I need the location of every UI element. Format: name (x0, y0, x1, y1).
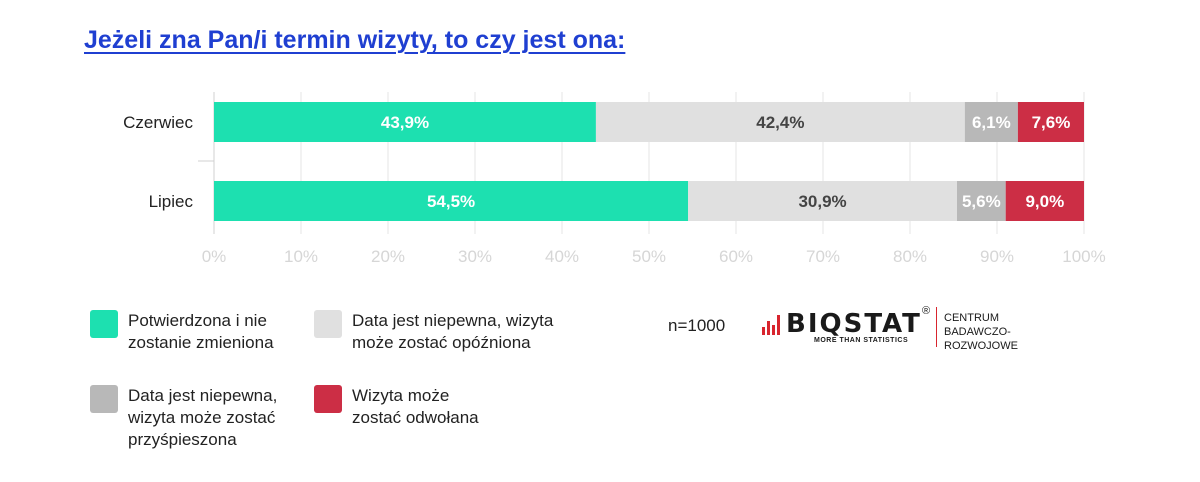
bar-segment (1017, 102, 1084, 142)
category-label: Lipiec (149, 192, 194, 211)
data-label: 7,6% (1032, 113, 1071, 132)
logo-bars-icon (762, 313, 784, 335)
bar-segment (964, 102, 1018, 142)
bar-segment (1005, 181, 1084, 221)
legend-label: Wizyta może zostać odwołana (352, 386, 479, 427)
x-tick-label: 100% (1062, 247, 1105, 266)
legend-label: Data jest niepewna, wizyta może zostać o… (352, 311, 554, 352)
bar-segment (214, 181, 689, 221)
bar-segment (688, 181, 957, 221)
logo-tagline: MORE THAN STATISTICS (814, 337, 909, 344)
x-tick-label: 60% (719, 247, 753, 266)
logo-wordmark: BIQSTAT (786, 309, 922, 339)
legend-swatch (314, 385, 342, 413)
legend-label: Potwierdzona i nie zostanie zmieniona (128, 311, 274, 352)
legend-item-cancelled: Wizyta może zostać odwołana (314, 385, 479, 429)
x-tick-label: 10% (284, 247, 318, 266)
x-tick-label: 20% (371, 247, 405, 266)
stacked-bar-chart: 0% 10% 20% 30% 40% 50% 60% 70% 80% 90% 100% Czerwie… (123, 92, 1106, 266)
bar-segment (595, 102, 965, 142)
x-tick-label: 70% (806, 247, 840, 266)
bar-segment (956, 181, 1006, 221)
data-label: 6,1% (972, 113, 1011, 132)
legend-swatch (90, 385, 118, 413)
legend-item-confirmed: Potwierdzona i nie zostanie zmieniona (90, 310, 274, 354)
logo-registered: ® (922, 305, 931, 317)
x-tick-label: 40% (545, 247, 579, 266)
x-tick-label: 50% (632, 247, 666, 266)
data-label: 43,9% (381, 113, 429, 132)
data-label: 42,4% (756, 113, 804, 132)
chart-title: Jeżeli zna Pan/i termin wizyty, to czy j… (84, 26, 626, 54)
data-label: 9,0% (1025, 192, 1064, 211)
x-tick-label: 30% (458, 247, 492, 266)
legend-swatch (90, 310, 118, 338)
x-tick-label: 90% (980, 247, 1014, 266)
data-label: 54,5% (427, 192, 475, 211)
x-tick-label: 0% (202, 247, 227, 266)
data-label: 5,6% (962, 192, 1001, 211)
category-label: Czerwiec (123, 113, 193, 132)
sample-size: n=1000 (668, 316, 726, 335)
logo-org-name: CENTRUM BADAWCZO-ROZWOJOWE (944, 312, 1018, 352)
x-tick-label: 80% (893, 247, 927, 266)
data-label: 30,9% (798, 192, 846, 211)
legend-item-accelerated: Data jest niepewna, wizyta może zostać p… (90, 385, 277, 451)
legend-swatch (314, 310, 342, 338)
bar-segment (214, 102, 596, 142)
logo-divider (936, 307, 937, 347)
legend-label: Data jest niepewna, wizyta może zostać p… (128, 386, 278, 449)
legend-item-delayed: Data jest niepewna, wizyta może zostać o… (314, 310, 553, 354)
